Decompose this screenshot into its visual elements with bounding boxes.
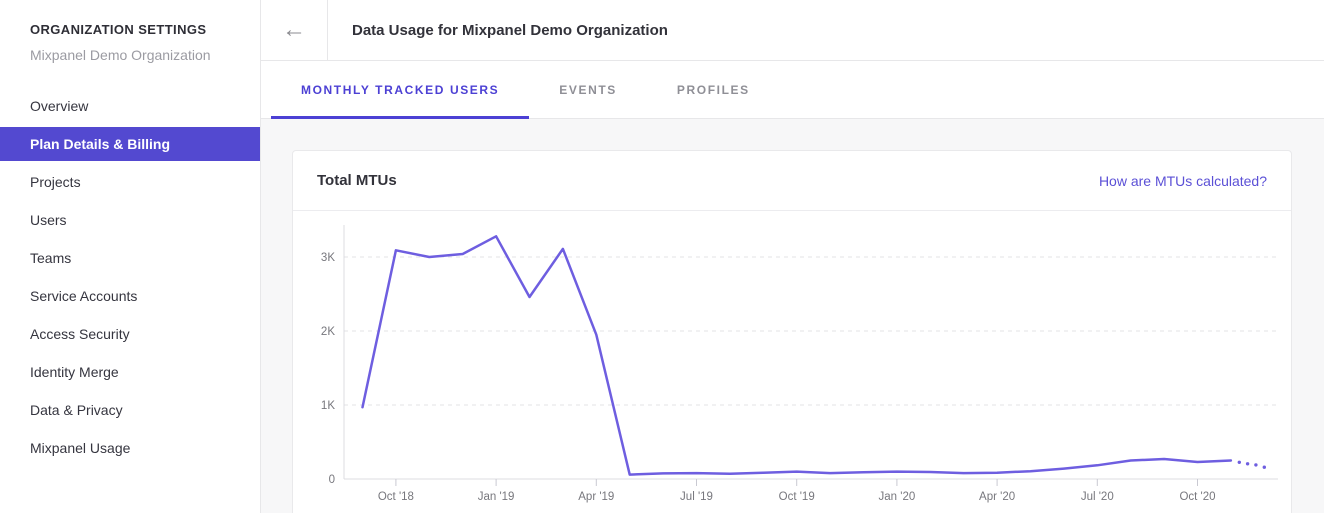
tab-monthly-tracked-users[interactable]: MONTHLY TRACKED USERS: [271, 61, 530, 119]
x-axis-tick-label: Oct '19: [779, 491, 815, 503]
main-area: ← Data Usage for Mixpanel Demo Organizat…: [261, 0, 1324, 513]
card-header: Total MTUs How are MTUs calculated?: [293, 151, 1291, 211]
sidebar-item-plan-details-billing[interactable]: Plan Details & Billing: [0, 127, 260, 161]
sidebar-nav: Overview Plan Details & Billing Projects Us…: [0, 89, 260, 465]
sidebar-item-teams[interactable]: Teams: [30, 250, 72, 266]
sidebar-item-projects[interactable]: Projects: [30, 174, 81, 190]
x-axis-tick-label: Jan '20: [879, 491, 916, 503]
y-axis-tick-label: 0: [329, 474, 335, 486]
page-header: ← Data Usage for Mixpanel Demo Organizat…: [261, 0, 1324, 61]
back-arrow-icon: ←: [282, 16, 306, 43]
sidebar-item-identity-merge[interactable]: Identity Merge: [30, 364, 119, 380]
x-axis-tick-label: Oct '18: [378, 491, 414, 503]
mtu-series-line: [361, 235, 1233, 476]
x-axis-tick-label: Jan '19: [478, 491, 515, 503]
projection-dot: [1237, 460, 1241, 464]
x-axis-tick-label: Jul '20: [1081, 491, 1114, 503]
projection-dot: [1254, 463, 1258, 467]
sidebar-item-access-security[interactable]: Access Security: [30, 326, 130, 342]
sidebar-item-service-accounts[interactable]: Service Accounts: [30, 288, 138, 304]
projection-dot: [1245, 462, 1250, 466]
sidebar-section-label: ORGANIZATION SETTINGS: [30, 22, 207, 37]
tab-events[interactable]: EVENTS: [559, 82, 617, 97]
x-axis-tick-label: Apr '19: [578, 491, 614, 503]
organization-settings-sidebar: ORGANIZATION SETTINGS Mixpanel Demo Orga…: [0, 0, 261, 513]
content-area: Total MTUs How are MTUs calculated? 0 1K 2…: [261, 119, 1324, 513]
y-axis-tick-label: 2K: [321, 326, 335, 338]
how-are-mtus-calculated-link[interactable]: How are MTUs calculated?: [1098, 172, 1267, 189]
y-axis-tick-label: 1K: [321, 400, 335, 412]
mtu-line-chart: 0 1K 2K 3K Oct '18 Jan '19 Apr '19 Jul '19 Oct '…: [293, 211, 1291, 513]
x-axis-tick-label: Oct '20: [1179, 491, 1215, 503]
sidebar-item-users[interactable]: Users: [30, 212, 67, 228]
x-axis-tick-label: Apr '20: [979, 491, 1015, 503]
chart-svg: 0 1K 2K 3K Oct '18 Jan '19 Apr '19 Jul '19 Oct '…: [321, 225, 1278, 503]
data-usage-tabs: MONTHLY TRACKED USERS EVENTS PROFILES: [261, 61, 1324, 119]
tab-profiles[interactable]: PROFILES: [676, 82, 750, 97]
back-button[interactable]: ←: [261, 0, 328, 60]
sidebar-item-mixpanel-usage[interactable]: Mixpanel Usage: [30, 440, 131, 456]
organization-name: Mixpanel Demo Organization: [30, 47, 211, 63]
sidebar-item-data-privacy[interactable]: Data & Privacy: [30, 402, 123, 418]
x-axis-tick-label: Jul '19: [680, 491, 713, 503]
projection-dot: [1262, 465, 1266, 469]
y-axis-tick-label: 3K: [321, 252, 335, 264]
card-title: Total MTUs: [317, 172, 397, 189]
total-mtus-card: Total MTUs How are MTUs calculated? 0 1K 2…: [292, 150, 1292, 513]
sidebar-item-overview[interactable]: Overview: [30, 98, 89, 114]
page-title: Data Usage for Mixpanel Demo Organizatio…: [352, 21, 668, 39]
